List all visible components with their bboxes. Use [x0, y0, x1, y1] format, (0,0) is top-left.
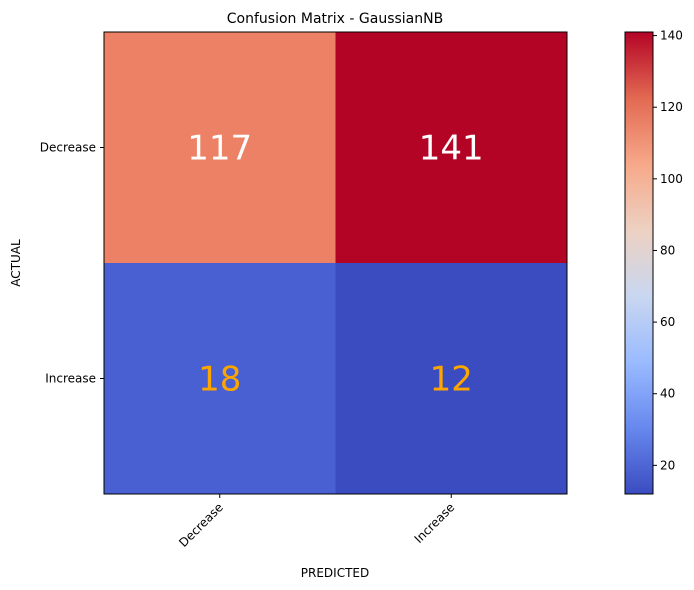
colorbar-tick-label: 40 [660, 387, 675, 401]
colorbar-tick-label: 80 [660, 243, 675, 257]
y-axis-label: ACTUAL [9, 239, 23, 287]
heatmap-cell [335, 263, 568, 495]
heatmap-cell [104, 32, 336, 264]
chart-title: Confusion Matrix - GaussianNB [227, 11, 443, 27]
x-axis-label: PREDICTED [301, 566, 369, 580]
colorbar-tick-label: 100 [660, 172, 683, 186]
y-tick-label: Increase [45, 372, 96, 386]
x-tick-label: Increase [412, 500, 458, 546]
cell-value-label: 141 [419, 129, 484, 169]
colorbar-tick-label: 60 [660, 315, 675, 329]
plot-frame [103, 31, 568, 495]
cell-value-label: 12 [430, 360, 473, 400]
colorbar-ticks: 20 40 60 80 100 120 140 [653, 29, 683, 472]
heatmap-cells: 117 141 18 12 [104, 32, 568, 495]
colorbar-tick-label: 20 [660, 458, 675, 472]
cell-value-label: 117 [187, 129, 252, 169]
y-tick-label: Decrease [40, 141, 96, 155]
colorbar-tick-label: 140 [660, 29, 683, 43]
colorbar-tick-label: 120 [660, 100, 683, 114]
heatmap-cell [104, 263, 336, 495]
colorbar [624, 31, 654, 495]
cell-value-label: 18 [198, 360, 241, 400]
heatmap-cell [335, 32, 568, 264]
x-tick-label: Decrease [176, 500, 226, 550]
